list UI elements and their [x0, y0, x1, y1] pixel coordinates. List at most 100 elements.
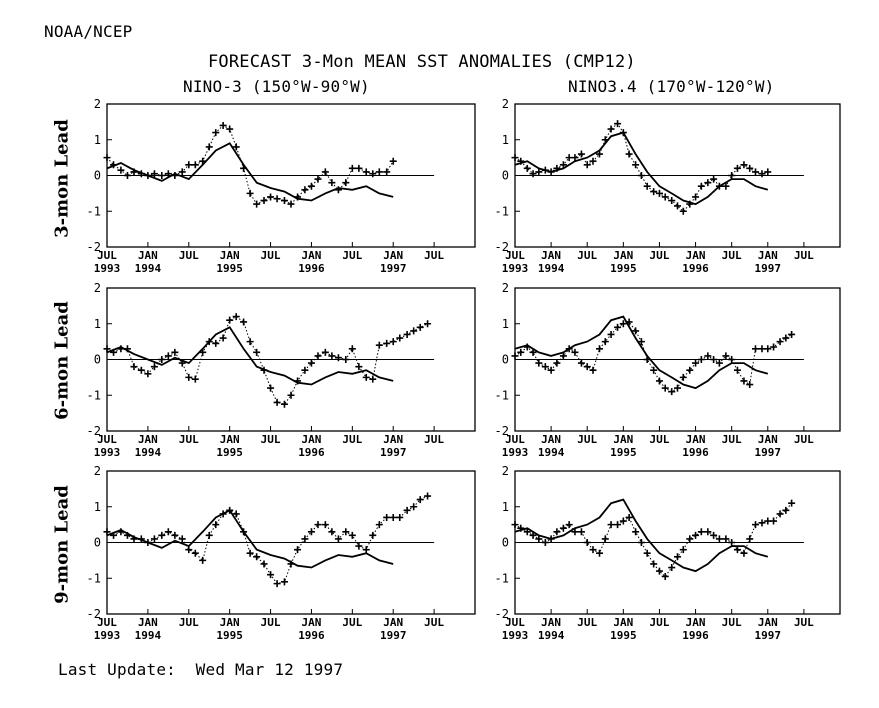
panel2-forecast-point [253, 348, 261, 356]
panel3-forecast-point [541, 363, 549, 371]
panel0-x-tick-year: 1995 [216, 262, 243, 275]
panel2-forecast-point [280, 400, 288, 408]
panel2-forecast-point [403, 330, 411, 338]
panel1-forecast-point [674, 202, 681, 210]
panel3-forecast-point [632, 327, 640, 335]
panel4-forecast-point [191, 549, 199, 557]
panel1-forecast-point [764, 168, 772, 176]
panel2-forecast-point [328, 352, 336, 360]
panel4-forecast-point [267, 571, 275, 579]
panel4-forecast-point [232, 510, 240, 518]
panel1-forecast-point [686, 200, 694, 208]
panel2-forecast-point [158, 356, 166, 363]
panel5-forecast-line [514, 502, 792, 578]
panel5-x-tick-label: JAN [613, 616, 633, 629]
panel3-x-tick-label: JAN [613, 433, 633, 446]
panel1-forecast-point [697, 182, 705, 190]
panel2-forecast-point [164, 352, 172, 360]
panel4-forecast-point [307, 528, 315, 536]
panel1-y-tick-label: -1 [495, 204, 509, 218]
panel0-forecast-point [280, 197, 288, 205]
panel0-x-tick-label: JAN [138, 249, 158, 262]
panel4-y-tick-label: 2 [94, 464, 101, 478]
panel3-x-tick-label: JUL [650, 433, 670, 446]
panel3-x-tick-label: JAN [686, 433, 706, 446]
panel5-forecast-point [619, 517, 627, 525]
panel0-y-tick-label: -2 [87, 240, 101, 254]
panel3-forecast-point [679, 373, 687, 381]
panel1-forecast-point [710, 175, 718, 183]
panel2-forecast-point [123, 345, 131, 353]
panel0-forecast-point [130, 168, 138, 176]
panel3-forecast-point [710, 356, 718, 363]
panel0-forecast-point [117, 166, 125, 174]
panel0-x-tick-label: JUL [179, 249, 199, 262]
panel4-forecast-point [226, 506, 234, 514]
panel3-x-tick-year: 1995 [610, 446, 637, 459]
panel4-forecast-point [130, 535, 138, 543]
panel5-forecast-point [686, 535, 694, 543]
agency-label: NOAA/NCEP [44, 22, 133, 41]
panel1-forecast-point [752, 168, 759, 176]
panel3-forecast-point [553, 359, 561, 367]
panel0-forecast-point [342, 179, 350, 187]
panel5-x-tick-label: JUL [650, 616, 670, 629]
panel2-forecast-point [199, 348, 207, 356]
panel5-forecast-point [650, 560, 658, 568]
panel2-forecast-point [150, 363, 158, 371]
panel3-forecast-point [686, 366, 694, 374]
panel4-forecast-point [410, 503, 418, 511]
panel3-forecast-point [577, 359, 585, 367]
panel2-forecast-point [246, 338, 254, 346]
panel5-forecast-point [740, 549, 748, 557]
panel1-forecast-point [679, 207, 687, 215]
panel0-x-tick-label: JAN [220, 249, 240, 262]
panel2-forecast-point [185, 373, 193, 381]
panel2-x-tick-label: JUL [261, 433, 281, 446]
panel5-forecast-point [529, 531, 537, 539]
panel3-y-tick-label: 2 [502, 281, 509, 295]
panel1-x-tick-label: JAN [613, 249, 633, 262]
panel1-x-tick-year: 1995 [610, 262, 637, 275]
panel0-forecast-point [389, 157, 397, 165]
panel5-observed-line [514, 498, 769, 573]
panel0-x-tick-label: JUL [342, 249, 362, 262]
panel4-x-tick-year: 1996 [298, 629, 325, 642]
panel0-forecast-point [294, 193, 302, 201]
panel0-forecast-point [226, 125, 234, 133]
panel1-forecast-point [553, 164, 561, 172]
panel5-forecast-point [607, 521, 615, 529]
panel5-forecast-point [632, 528, 640, 536]
panel3-forecast-point [776, 338, 784, 346]
panel5-forecast-point [674, 553, 681, 561]
panel3-forecast-point [601, 338, 609, 346]
panel1-x-tick-year: 1994 [538, 262, 565, 275]
panel3-forecast-point [728, 356, 736, 363]
panel5-forecast-point [722, 535, 730, 543]
panel3-forecast-point [674, 384, 681, 392]
panel1-forecast-point [655, 189, 663, 197]
panel5-forecast-point [511, 521, 519, 529]
panel5-x-tick-year: 1994 [538, 629, 565, 642]
panel2-forecast-point [383, 339, 391, 347]
panel0-forecast-point [314, 175, 322, 183]
panel0-forecast-point [328, 179, 336, 187]
panel0-forecast-point [301, 186, 309, 194]
panel3-forecast-point [740, 377, 748, 385]
panel5-forecast-point [668, 564, 676, 572]
panel0-forecast-point [219, 121, 227, 129]
subtitle-nino34: NINO3.4 (170°W-120°W) [568, 77, 775, 96]
panel2-x-tick-year: 1993 [94, 446, 121, 459]
panel2-forecast-point [424, 320, 432, 328]
panel1-forecast-point [511, 154, 519, 162]
panel4-x-tick-year: 1995 [216, 629, 243, 642]
panel5-forecast-point [710, 531, 718, 539]
panel4-forecast-point [178, 535, 186, 543]
panel3-forecast-point [788, 330, 796, 338]
panel2-forecast-point [178, 359, 186, 367]
panel1-forecast-point [583, 161, 591, 169]
panel1-forecast-point [704, 179, 712, 187]
panel2-observed-line [106, 326, 394, 386]
panel5-forecast-point [565, 521, 573, 529]
panel4-forecast-point [219, 510, 227, 518]
